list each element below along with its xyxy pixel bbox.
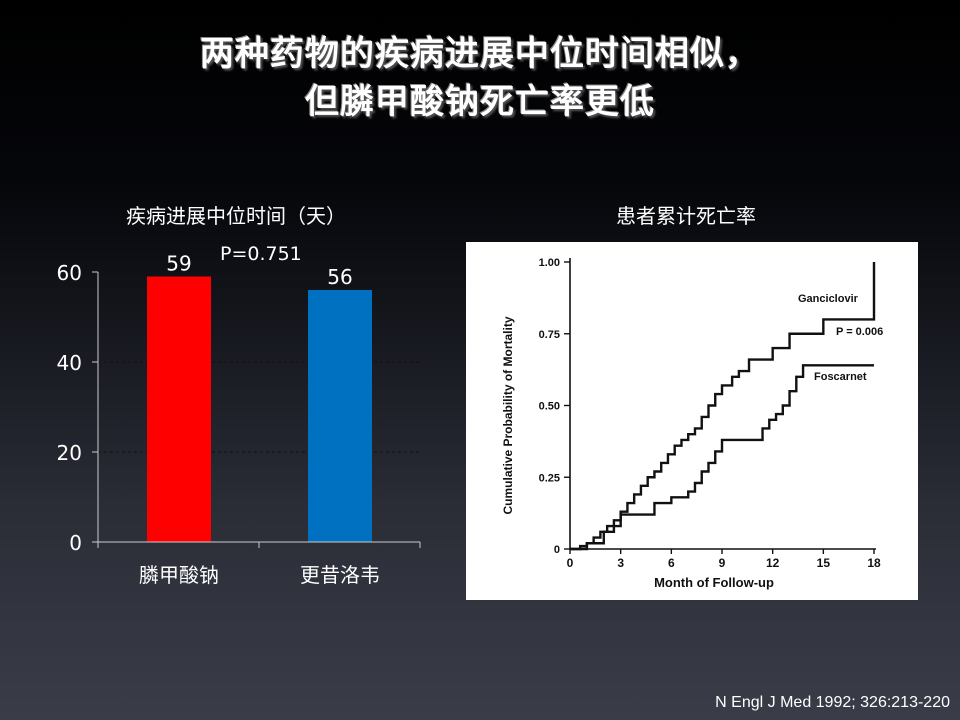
km-series-foscarnet xyxy=(570,364,874,551)
km-series-label-foscarnet: Foscarnet xyxy=(814,371,867,383)
km-x-tick-label-5: 15 xyxy=(817,556,831,570)
slide-title-line2: 但膦甲酸钠死亡率更低 xyxy=(305,82,655,122)
km-x-tick-label-3: 9 xyxy=(719,556,726,570)
km-annotation-p-value: P = 0.006 xyxy=(836,326,883,338)
km-y-tick-label-2: 0.50 xyxy=(539,401,560,413)
bar-1 xyxy=(147,276,211,542)
mortality-chart: 0 0.25 0.50 0.75 1.00 0 3 6 9 12 15 18 Month of Foll… xyxy=(501,257,883,590)
y-tick-label-40: 40 xyxy=(57,351,82,375)
km-x-tick-label-2: 6 xyxy=(668,556,675,570)
p-value-annotation: P=0.751 xyxy=(220,243,302,265)
km-x-tick-label-1: 3 xyxy=(617,556,624,570)
bar-2 xyxy=(308,290,372,542)
km-series-label-ganciclovir: Ganciclovir xyxy=(798,293,859,305)
km-y-axis-label: Cumulative Probability of Mortality xyxy=(501,316,515,514)
mortality-chart-title: 患者累计死亡率 xyxy=(616,204,756,228)
km-x-tick-label-6: 18 xyxy=(867,556,881,570)
y-tick-label-60: 60 xyxy=(57,261,82,285)
km-y-tick-label-0: 0 xyxy=(554,544,560,556)
bar-chart: 0 20 40 60 59 膦甲酸钠 56 更昔洛韦 P=0.751 xyxy=(57,243,421,587)
x-tick-label-2: 更昔洛韦 xyxy=(300,563,380,587)
km-series-ganciclovir xyxy=(570,262,876,551)
bar-data-label-1: 59 xyxy=(166,252,191,276)
slide-title-line1: 两种药物的疾病进展中位时间相似， xyxy=(200,34,760,74)
y-tick-label-20: 20 xyxy=(57,441,82,465)
citation: N Engl J Med 1992; 326:213-220 xyxy=(715,694,950,711)
km-x-tick-label-0: 0 xyxy=(567,556,574,570)
bar-chart-title: 疾病进展中位时间（天） xyxy=(126,204,346,228)
km-y-tick-label-1: 0.25 xyxy=(539,472,560,484)
bar-data-label-2: 56 xyxy=(327,265,352,289)
km-x-tick-label-4: 12 xyxy=(766,556,780,570)
km-y-tick-label-3: 0.75 xyxy=(539,329,560,341)
mortality-chart-panel: 0 0.25 0.50 0.75 1.00 0 3 6 9 12 15 18 Month of Foll… xyxy=(466,242,918,600)
km-y-tick-label-4: 1.00 xyxy=(539,257,560,269)
y-tick-label-0: 0 xyxy=(69,531,82,555)
x-tick-label-1: 膦甲酸钠 xyxy=(139,563,219,587)
km-x-axis-label: Month of Follow-up xyxy=(654,575,774,590)
